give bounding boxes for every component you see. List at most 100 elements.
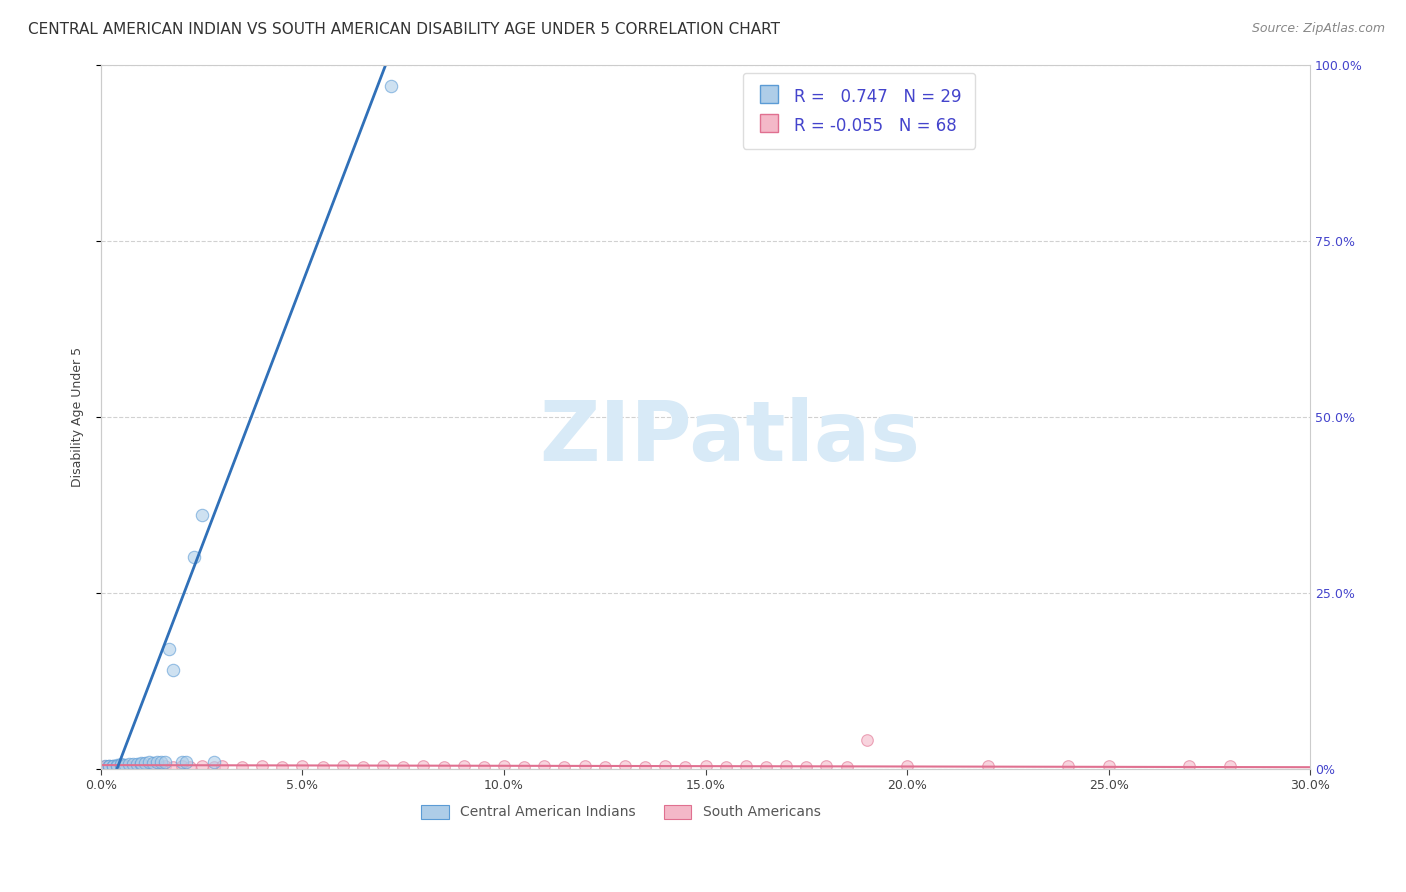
Point xyxy=(101,760,124,774)
Legend: Central American Indians, South Americans: Central American Indians, South American… xyxy=(416,799,825,825)
Point xyxy=(453,759,475,773)
Point xyxy=(94,759,117,773)
Point xyxy=(211,759,233,773)
Point xyxy=(574,759,596,773)
Point xyxy=(94,759,117,773)
Point xyxy=(127,760,149,774)
Text: Source: ZipAtlas.com: Source: ZipAtlas.com xyxy=(1251,22,1385,36)
Point xyxy=(110,760,132,774)
Point xyxy=(138,760,160,774)
Point xyxy=(613,759,636,773)
Point xyxy=(98,759,121,773)
Point xyxy=(105,759,128,773)
Text: CENTRAL AMERICAN INDIAN VS SOUTH AMERICAN DISABILITY AGE UNDER 5 CORRELATION CHA: CENTRAL AMERICAN INDIAN VS SOUTH AMERICA… xyxy=(28,22,780,37)
Point xyxy=(492,759,515,773)
Point xyxy=(332,759,354,773)
Point xyxy=(129,756,152,771)
Point xyxy=(105,758,128,772)
Point xyxy=(155,759,177,773)
Point xyxy=(976,759,998,773)
Point xyxy=(142,756,165,770)
Point xyxy=(101,759,124,773)
Point xyxy=(1178,759,1201,773)
Point xyxy=(1097,759,1119,773)
Point xyxy=(593,760,616,774)
Point xyxy=(118,759,141,773)
Point xyxy=(311,760,333,774)
Point xyxy=(714,760,737,774)
Point xyxy=(150,760,173,774)
Point xyxy=(412,759,434,773)
Point xyxy=(1218,759,1240,773)
Point xyxy=(794,760,817,774)
Point xyxy=(553,760,575,774)
Point xyxy=(371,759,394,773)
Point xyxy=(755,760,778,774)
Point xyxy=(118,756,141,771)
Point xyxy=(138,756,160,770)
Point xyxy=(231,760,253,774)
Point xyxy=(734,759,756,773)
Point xyxy=(162,663,184,677)
Point xyxy=(291,759,314,773)
Point xyxy=(142,759,165,773)
Point xyxy=(695,759,717,773)
Point xyxy=(673,760,696,774)
Point xyxy=(1057,759,1080,773)
Point xyxy=(114,760,136,774)
Point xyxy=(815,759,838,773)
Point xyxy=(380,78,402,93)
Point xyxy=(170,759,193,773)
Point xyxy=(183,550,205,565)
Point xyxy=(513,760,536,774)
Point xyxy=(179,760,201,774)
Point xyxy=(472,760,495,774)
Point xyxy=(110,758,132,772)
Point xyxy=(101,759,124,773)
Point xyxy=(122,757,145,772)
Point xyxy=(634,760,657,774)
Point xyxy=(654,759,676,773)
Point xyxy=(159,641,181,656)
Point xyxy=(122,760,145,774)
Point xyxy=(190,508,212,523)
Y-axis label: Disability Age Under 5: Disability Age Under 5 xyxy=(72,346,84,487)
Point xyxy=(134,756,156,770)
Point xyxy=(271,760,294,774)
Point xyxy=(94,760,117,774)
Point xyxy=(896,759,918,773)
Point xyxy=(162,760,184,774)
Point xyxy=(190,759,212,773)
Point xyxy=(775,759,797,773)
Point xyxy=(202,755,225,769)
Point xyxy=(174,755,197,769)
Point xyxy=(118,760,141,774)
Point xyxy=(150,755,173,769)
Point xyxy=(352,760,374,774)
Point xyxy=(105,760,128,774)
Point xyxy=(134,759,156,773)
Point xyxy=(432,760,454,774)
Point xyxy=(105,759,128,773)
Point xyxy=(114,758,136,772)
Point xyxy=(110,757,132,772)
Point xyxy=(533,759,555,773)
Point xyxy=(835,760,858,774)
Point xyxy=(114,759,136,773)
Point xyxy=(98,759,121,773)
Point xyxy=(129,756,152,770)
Point xyxy=(392,760,415,774)
Text: ZIPatlas: ZIPatlas xyxy=(540,397,920,478)
Point xyxy=(98,759,121,773)
Point xyxy=(155,755,177,769)
Point xyxy=(250,759,273,773)
Point xyxy=(129,759,152,773)
Point xyxy=(98,760,121,774)
Point xyxy=(110,759,132,773)
Point xyxy=(170,755,193,769)
Point xyxy=(129,760,152,774)
Point xyxy=(90,760,112,774)
Point xyxy=(146,756,169,770)
Point xyxy=(855,733,877,747)
Point xyxy=(202,760,225,774)
